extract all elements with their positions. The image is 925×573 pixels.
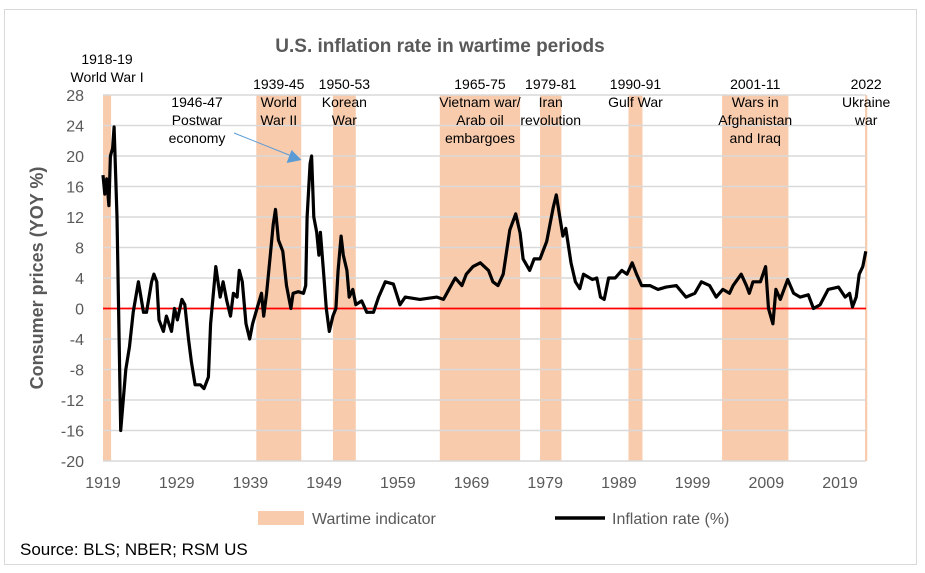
chart-title: U.S. inflation rate in wartime periods xyxy=(275,36,604,57)
x-tick-label: 1969 xyxy=(454,475,490,492)
band-label: 1918-19 xyxy=(81,51,133,67)
y-tick-label: 20 xyxy=(66,149,84,166)
band-label: 1990-91 xyxy=(610,76,662,92)
x-tick-label: 1929 xyxy=(159,475,195,492)
band-label: World War I xyxy=(70,69,143,85)
band-label: embargoes xyxy=(445,130,515,146)
y-tick-label: -12 xyxy=(61,393,84,410)
band-label: 2022 xyxy=(851,76,882,92)
y-tick-label: 24 xyxy=(66,119,84,136)
band-label: 1950-53 xyxy=(319,76,371,92)
inflation-rate-line xyxy=(101,125,868,433)
band-label: 1965-75 xyxy=(454,76,506,92)
band-label: 1979-81 xyxy=(525,76,577,92)
legend-swatch-wartime xyxy=(258,511,304,525)
y-tick-label: -16 xyxy=(61,424,84,441)
band-label: and Iraq xyxy=(730,130,781,146)
band-label: War II xyxy=(260,112,297,128)
y-tick-label: 28 xyxy=(66,88,84,105)
band-label: Afghanistan xyxy=(718,112,792,128)
band-label: War xyxy=(332,112,357,128)
annotation-label: Postwar xyxy=(172,112,223,128)
band-label: 1939-45 xyxy=(253,76,305,92)
x-tick-label: 1939 xyxy=(233,475,269,492)
x-tick-label: 1919 xyxy=(85,475,121,492)
band-label: revolution xyxy=(520,112,581,128)
x-tick-label: 1999 xyxy=(675,475,711,492)
legend-label-inflation: Inflation rate (%) xyxy=(612,511,729,528)
y-tick-label: 8 xyxy=(75,241,84,258)
x-tick-label: 2009 xyxy=(749,475,785,492)
band-label: war xyxy=(854,112,878,128)
x-tick-label: 1989 xyxy=(601,475,637,492)
x-tick-label: 1949 xyxy=(306,475,342,492)
y-tick-label: 0 xyxy=(75,302,84,319)
y-tick-label: 16 xyxy=(66,180,84,197)
band-label: Gulf War xyxy=(608,94,663,110)
band-label: Ukraine xyxy=(842,94,890,110)
annotation-arrow xyxy=(233,132,292,157)
wartime-band xyxy=(865,95,868,461)
band-label: Korean xyxy=(322,94,367,110)
y-tick-label: 12 xyxy=(66,210,84,227)
band-label: Arab oil xyxy=(456,112,503,128)
band-label: 2001-11 xyxy=(730,76,781,92)
y-tick-label: -4 xyxy=(70,332,84,349)
y-tick-label: 4 xyxy=(75,271,84,288)
annotation-label: economy xyxy=(169,130,226,146)
source-note: Source: BLS; NBER; RSM US xyxy=(20,540,248,559)
legend-label-wartime: Wartime indicator xyxy=(312,511,437,528)
band-label: Iran xyxy=(539,94,563,110)
annotation-label: 1946-47 xyxy=(171,94,223,110)
band-label: World xyxy=(261,94,297,110)
band-label: Wars in xyxy=(732,94,779,110)
y-axis-label: Consumer prices (YOY %) xyxy=(27,167,47,390)
y-tick-label: -20 xyxy=(61,454,84,471)
arrow-head-icon xyxy=(286,150,302,163)
x-tick-label: 2019 xyxy=(822,475,858,492)
y-tick-label: -8 xyxy=(70,363,84,380)
x-tick-label: 1979 xyxy=(527,475,563,492)
band-label: Vietnam war/ xyxy=(439,94,521,110)
x-tick-label: 1959 xyxy=(380,475,416,492)
